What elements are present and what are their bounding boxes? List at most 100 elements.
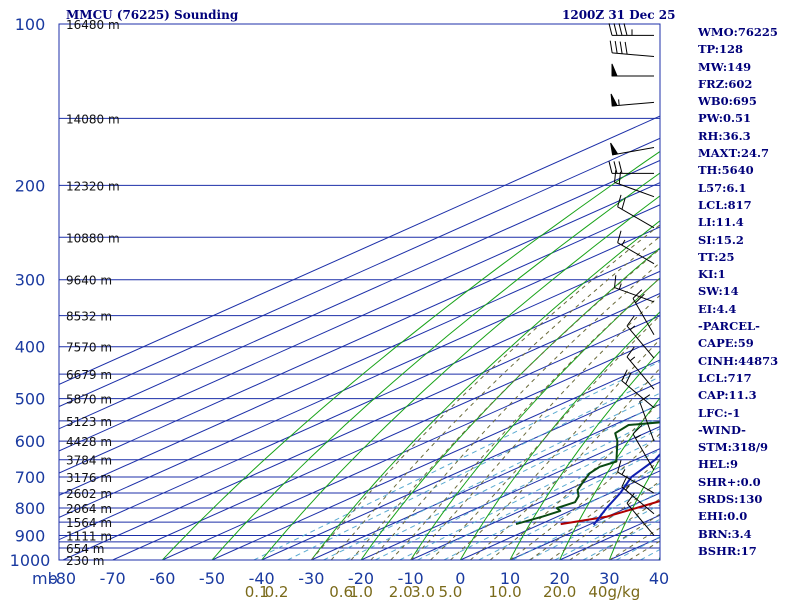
mixing-ratio-label: 10.0 — [488, 583, 521, 600]
height-label: 8532 m — [66, 310, 112, 324]
mixing-ratio-line — [417, 436, 660, 560]
temperature-tick-label: 20 — [549, 569, 569, 588]
index-item: TP:128 — [698, 42, 744, 57]
isotherm-line — [59, 248, 660, 518]
dry-adiabat-line — [310, 220, 660, 560]
mixing-ratio-line — [287, 376, 660, 560]
height-label: 5870 m — [66, 393, 112, 407]
wind-barb-pennant — [610, 93, 618, 107]
wind-barb-feather — [621, 475, 628, 488]
pressure-tick-label: 100 — [15, 15, 46, 34]
wind-barb-half-feather — [618, 99, 620, 106]
wind-barb-staff — [612, 52, 655, 58]
height-label: 1111 m — [66, 529, 112, 543]
pressure-tick-label: 900 — [15, 526, 46, 545]
pressure-tick-label: 700 — [15, 468, 46, 487]
parcel-profile-line — [592, 452, 660, 526]
temperature-tick-label: -80 — [50, 569, 76, 588]
index-item: KI:1 — [698, 267, 726, 282]
isotherm-line — [261, 381, 660, 560]
temperature-tick-label: -20 — [348, 569, 374, 588]
mixing-ratio-label: 1.0 — [349, 583, 373, 600]
wind-barb-feather — [618, 161, 623, 174]
moist-adiabat-line — [569, 498, 660, 560]
index-item: L57:6.1 — [698, 180, 747, 195]
mixing-ratio-label: 40g/kg — [588, 583, 640, 600]
pressure-tick-label: 800 — [15, 499, 46, 518]
wind-barb-feather — [618, 23, 623, 36]
wind-barb — [626, 492, 655, 536]
mixing-ratio-line — [443, 449, 660, 560]
wind-barb-feather — [613, 23, 618, 36]
wind-barb — [610, 93, 655, 107]
pressure-tick-label: 200 — [15, 176, 46, 195]
wind-barb-staff — [617, 206, 655, 229]
wind-barb-feather — [614, 275, 617, 288]
temperature-tick-label: -40 — [249, 569, 275, 588]
wind-barb — [614, 169, 655, 198]
wind-barb-feather — [617, 230, 622, 243]
dry-adiabat-line — [261, 195, 660, 560]
height-label: 10880 m — [66, 231, 120, 245]
mixing-ratio-line — [478, 466, 660, 560]
wind-barb-feather — [609, 40, 613, 53]
index-item: WMO:76225 — [698, 25, 778, 39]
wind-barb-pennant — [611, 63, 618, 77]
mixing-ratio-label: 20.0 — [543, 583, 576, 600]
wind-barb-feather — [632, 289, 643, 299]
isotherm-line — [112, 315, 660, 560]
index-item: STM:318/9 — [698, 440, 769, 455]
height-label: 14080 m — [66, 112, 120, 126]
mixing-ratio-label: 2.0 — [389, 583, 413, 600]
moist-adiabat-line — [489, 400, 660, 560]
wind-barb — [632, 289, 655, 336]
wind-barb-half-feather — [621, 239, 626, 246]
wind-barb-feather — [614, 41, 618, 54]
temperature-tick-label: -30 — [298, 569, 324, 588]
wind-barb-staff — [621, 486, 655, 515]
index-item: MW:149 — [698, 59, 752, 74]
wind-barb-half-feather — [635, 434, 641, 439]
pressure-tick-label: 600 — [15, 432, 46, 451]
wind-barb-staff — [617, 471, 655, 494]
mixing-ratio-line — [399, 428, 660, 560]
moist-adiabat-line — [529, 459, 660, 560]
isotherm-line — [59, 159, 660, 430]
height-label: 4428 m — [66, 435, 112, 449]
index-item: TH:5640 — [698, 163, 754, 178]
temperature-tick-label: 0 — [455, 569, 465, 588]
wind-barb-feather — [639, 394, 651, 403]
index-item: SRDS:130 — [698, 492, 763, 507]
isotherm-line — [162, 337, 660, 560]
height-label: 7570 m — [66, 341, 112, 355]
stability-indices-list: WMO:76225 TP:128 MW:149 FRZ:602 WB0:695 PW:0.… — [698, 24, 800, 560]
mixing-ratio-label: 0.1 — [245, 583, 269, 600]
index-item: CAPE:59 — [698, 336, 754, 351]
moist-adiabat-line — [410, 294, 660, 560]
isotherm-line — [410, 448, 660, 560]
wind-barb-feather — [618, 171, 622, 185]
mixing-ratio-label: 5.0 — [438, 583, 462, 600]
wind-barb — [610, 142, 655, 156]
wind-barb-feather — [626, 346, 635, 358]
wind-barb-feather — [608, 23, 613, 36]
isotherm-line — [211, 359, 660, 560]
temperature-tick-label: -70 — [100, 569, 126, 588]
isotherm-line — [311, 403, 660, 560]
plot-frame — [58, 23, 661, 561]
isotherm-line — [62, 292, 660, 560]
isotherm-line — [59, 270, 660, 541]
height-label: 9640 m — [66, 274, 112, 288]
index-item: EI:4.4 — [698, 301, 737, 316]
index-item: LCL:817 — [698, 197, 752, 212]
index-item: WB0:695 — [698, 94, 757, 109]
wind-barb — [626, 315, 655, 359]
index-item: MAXT:24.7 — [698, 146, 769, 161]
index-item: SHR+:0.0 — [698, 474, 761, 489]
index-item: BSHR:17 — [698, 543, 757, 558]
wind-barb — [621, 369, 655, 409]
wind-barb-feather — [617, 194, 622, 207]
height-label: 1564 m — [66, 516, 112, 530]
isotherm-line — [360, 425, 660, 560]
wind-barb-feather — [614, 169, 617, 183]
